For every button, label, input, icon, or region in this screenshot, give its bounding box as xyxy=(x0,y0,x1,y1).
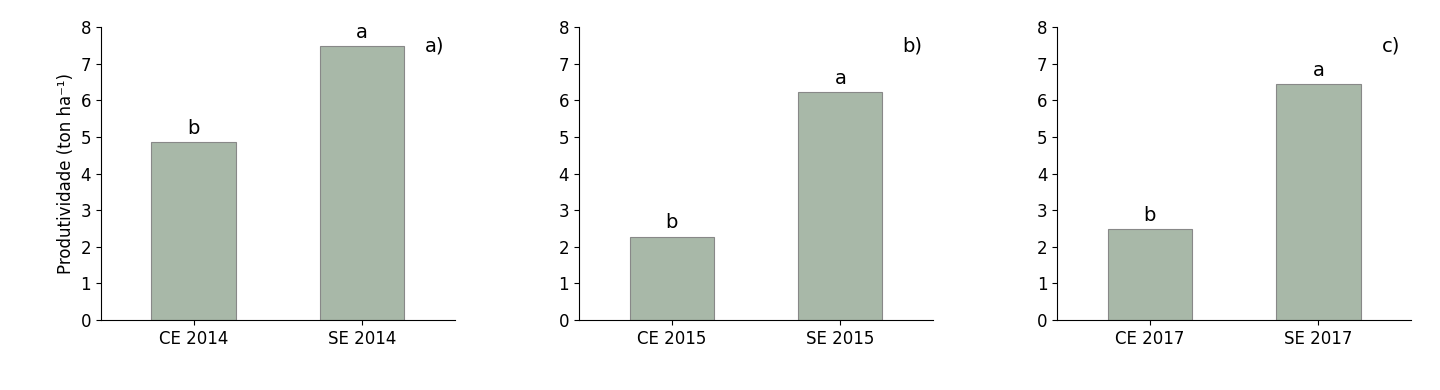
Bar xyxy=(629,237,714,320)
Text: b: b xyxy=(665,213,678,232)
Bar xyxy=(320,46,405,320)
Text: a): a) xyxy=(425,36,445,55)
Bar xyxy=(798,92,883,320)
Text: a: a xyxy=(356,23,369,42)
Text: b: b xyxy=(187,119,200,138)
Bar xyxy=(151,142,236,320)
Bar xyxy=(1276,84,1361,320)
Y-axis label: Produtividade (ton ha⁻¹): Produtividade (ton ha⁻¹) xyxy=(58,73,75,274)
Text: c): c) xyxy=(1382,36,1401,55)
Text: b): b) xyxy=(903,36,923,55)
Bar xyxy=(1107,229,1192,320)
Text: a: a xyxy=(1312,60,1325,80)
Text: a: a xyxy=(834,69,847,88)
Text: b: b xyxy=(1143,206,1156,225)
